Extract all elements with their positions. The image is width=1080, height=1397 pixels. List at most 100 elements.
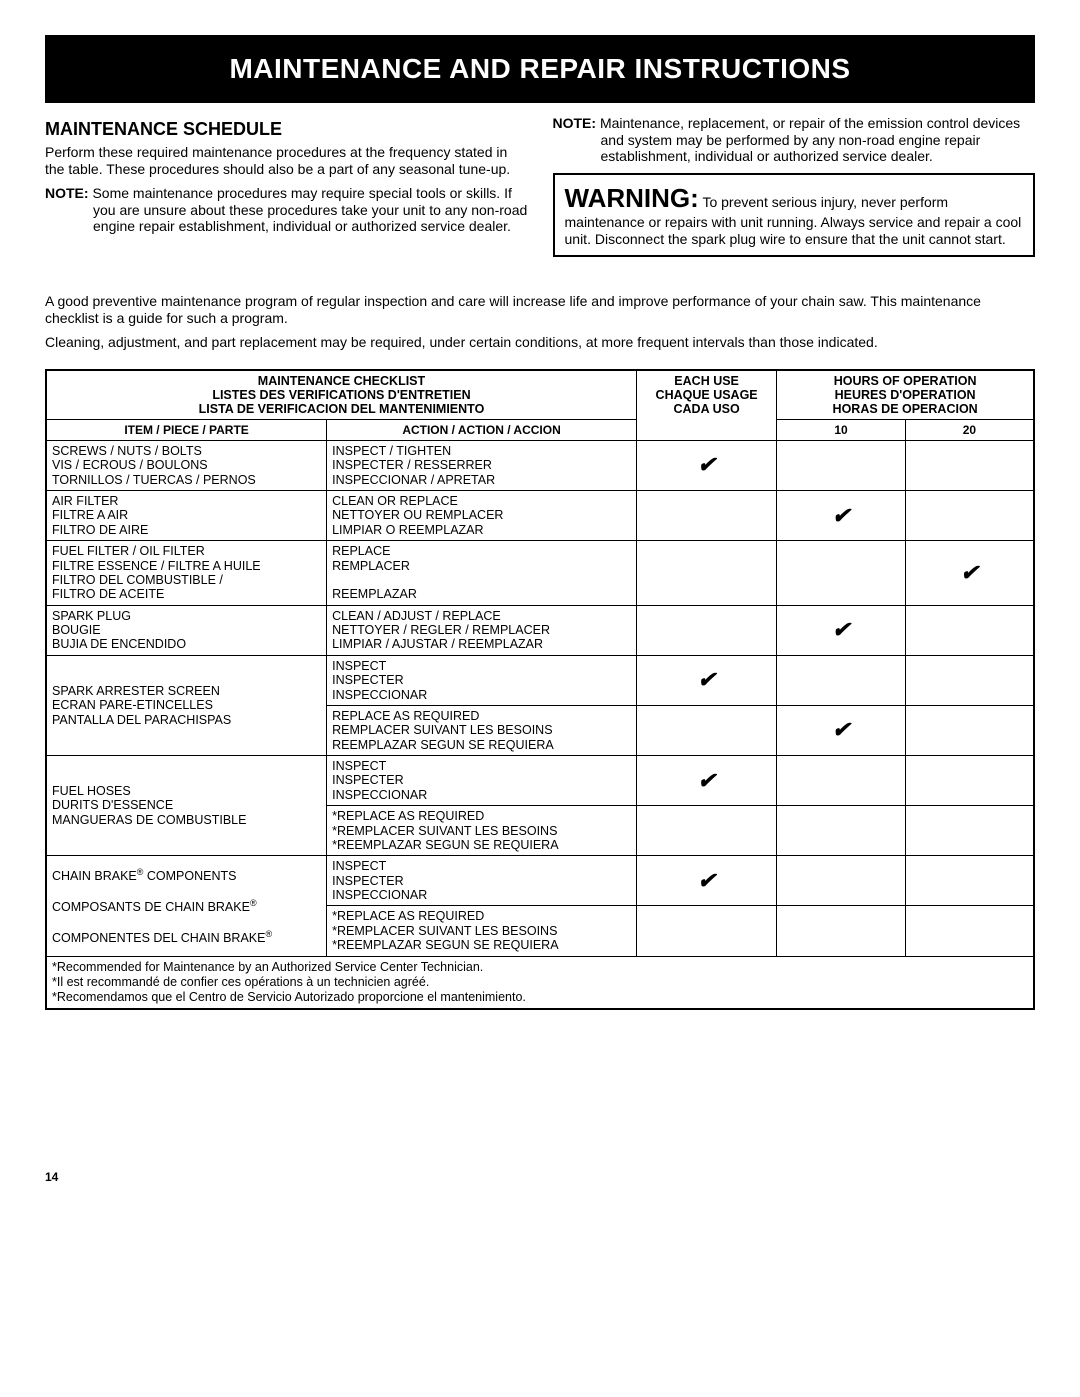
check-cell: ✔ [777,491,906,541]
check-cell: ✔ [777,705,906,755]
item-cell: AIR FILTERFILTRE A AIRFILTRO DE AIRE [46,491,327,541]
table-row: SCREWS / NUTS / BOLTSVIS / ECROUS / BOUL… [46,440,1034,490]
action-cell: INSPECT / TIGHTENINSPECTER / RESSERRERIN… [327,440,637,490]
check-cell [905,756,1034,806]
th-each-use: EACH USE CHAQUE USAGE CADA USO [636,370,776,441]
action-cell: REPLACEREMPLACER REEMPLAZAR [327,541,637,606]
footnote-line: *Recomendamos que el Centro de Servicio … [52,990,1028,1005]
table-header-row-1: MAINTENANCE CHECKLIST LISTES DES VERIFIC… [46,370,1034,420]
check-cell [905,491,1034,541]
left-column: MAINTENANCE SCHEDULE Perform these requi… [45,113,528,257]
check-cell [777,440,906,490]
check-cell [777,541,906,606]
checkmark-icon: ✔ [832,717,850,742]
intro-columns: MAINTENANCE SCHEDULE Perform these requi… [45,113,1035,257]
left-note-text: Some maintenance procedures may require … [89,185,528,234]
check-cell [636,541,776,606]
hours-fr: HEURES D'OPERATION [782,388,1028,402]
each-use-en: EACH USE [642,374,771,388]
table-row: AIR FILTERFILTRE A AIRFILTRO DE AIRECLEA… [46,491,1034,541]
check-cell [905,440,1034,490]
checkmark-icon: ✔ [697,868,715,893]
mid-p2: Cleaning, adjustment, and part replaceme… [45,334,1035,351]
table-row: CHAIN BRAKE® COMPONENTS COMPOSANTS DE CH… [46,856,1034,906]
note-label: NOTE: [45,185,89,201]
check-cell: ✔ [636,856,776,906]
warning-label: WARNING: [565,183,699,213]
hours-en: HOURS OF OPERATION [782,374,1028,388]
action-cell: *REPLACE AS REQUIRED*REMPLACER SUIVANT L… [327,906,637,956]
each-use-fr: CHAQUE USAGE [642,388,771,402]
item-cell: FUEL FILTER / OIL FILTERFILTRE ESSENCE /… [46,541,327,606]
check-cell [636,605,776,655]
th-item: ITEM / PIECE / PARTE [46,419,327,440]
action-cell: CLEAN OR REPLACENETTOYER OU REMPLACERLIM… [327,491,637,541]
item-cell: SPARK ARRESTER SCREENECRAN PARE-ETINCELL… [46,655,327,755]
checklist-es: LISTA DE VERIFICACION DEL MANTENIMIENTO [52,402,631,416]
check-cell [636,705,776,755]
action-cell: INSPECTINSPECTERINSPECCIONAR [327,655,637,705]
check-cell [777,906,906,956]
footnotes-cell: *Recommended for Maintenance by an Autho… [46,956,1034,1009]
action-cell: CLEAN / ADJUST / REPLACENETTOYER / REGLE… [327,605,637,655]
footnote-line: *Il est recommandé de confier ces opérat… [52,975,1028,990]
check-cell [636,906,776,956]
table-row: SPARK ARRESTER SCREENECRAN PARE-ETINCELL… [46,655,1034,705]
item-cell: SCREWS / NUTS / BOLTSVIS / ECROUS / BOUL… [46,440,327,490]
checklist-fr: LISTES DES VERIFICATIONS D'ENTRETIEN [52,388,631,402]
check-cell: ✔ [636,756,776,806]
check-cell [636,491,776,541]
check-cell [636,806,776,856]
check-cell [905,705,1034,755]
checkmark-icon: ✔ [960,560,978,585]
footnotes-row: *Recommended for Maintenance by an Autho… [46,956,1034,1009]
action-cell: INSPECTINSPECTERINSPECCIONAR [327,756,637,806]
note-label: NOTE: [553,115,597,131]
table-row: SPARK PLUGBOUGIEBUJIA DE ENCENDIDOCLEAN … [46,605,1034,655]
check-cell [777,806,906,856]
check-cell: ✔ [905,541,1034,606]
check-cell [905,906,1034,956]
each-use-es: CADA USO [642,402,771,416]
th-20: 20 [905,419,1034,440]
action-cell: *REPLACE AS REQUIRED*REMPLACER SUIVANT L… [327,806,637,856]
maintenance-checklist-table: MAINTENANCE CHECKLIST LISTES DES VERIFIC… [45,369,1035,1010]
page-banner: MAINTENANCE AND REPAIR INSTRUCTIONS [45,35,1035,103]
right-note-text: Maintenance, replacement, or repair of t… [596,115,1020,164]
page-number: 14 [45,1170,1035,1184]
right-note: NOTE: Maintenance, replacement, or repai… [553,115,1036,165]
checklist-en: MAINTENANCE CHECKLIST [52,374,631,388]
maintenance-schedule-heading: MAINTENANCE SCHEDULE [45,119,528,140]
check-cell [777,655,906,705]
preventive-text: A good preventive maintenance program of… [45,293,1035,351]
check-cell: ✔ [636,655,776,705]
action-cell: REPLACE AS REQUIREDREMPLACER SUIVANT LES… [327,705,637,755]
item-cell: FUEL HOSESDURITS D'ESSENCEMANGUERAS DE C… [46,756,327,856]
left-para-1: Perform these required maintenance proce… [45,144,528,177]
hours-es: HORAS DE OPERACION [782,402,1028,416]
left-note: NOTE: Some maintenance procedures may re… [45,185,528,235]
item-cell: SPARK PLUGBOUGIEBUJIA DE ENCENDIDO [46,605,327,655]
mid-p1: A good preventive maintenance program of… [45,293,1035,326]
checkmark-icon: ✔ [697,452,715,477]
check-cell: ✔ [777,605,906,655]
checkmark-icon: ✔ [832,503,850,528]
table-row: FUEL FILTER / OIL FILTERFILTRE ESSENCE /… [46,541,1034,606]
check-cell [905,605,1034,655]
checkmark-icon: ✔ [832,617,850,642]
check-cell: ✔ [636,440,776,490]
checkmark-icon: ✔ [697,667,715,692]
warning-box: WARNING: To prevent serious injury, neve… [553,173,1036,258]
check-cell [777,856,906,906]
checkmark-icon: ✔ [697,768,715,793]
action-cell: INSPECTINSPECTERINSPECCIONAR [327,856,637,906]
check-cell [905,806,1034,856]
table-header-row-2: ITEM / PIECE / PARTE ACTION / ACTION / A… [46,419,1034,440]
th-hours: HOURS OF OPERATION HEURES D'OPERATION HO… [777,370,1034,420]
footnote-line: *Recommended for Maintenance by an Autho… [52,960,1028,975]
check-cell [905,655,1034,705]
check-cell [905,856,1034,906]
table-row: FUEL HOSESDURITS D'ESSENCEMANGUERAS DE C… [46,756,1034,806]
right-column: NOTE: Maintenance, replacement, or repai… [553,113,1036,257]
th-action: ACTION / ACTION / ACCION [327,419,637,440]
